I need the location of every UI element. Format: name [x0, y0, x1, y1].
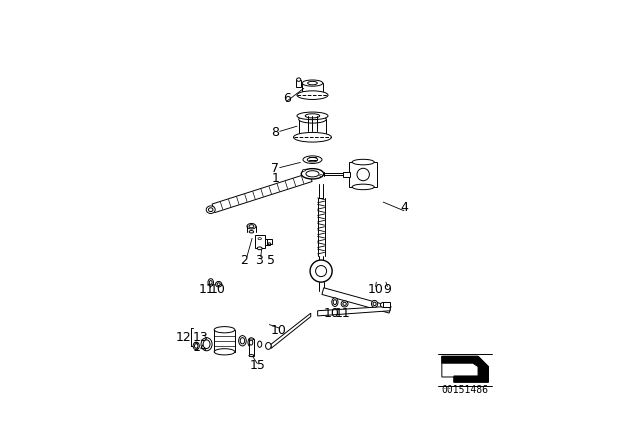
Ellipse shape	[308, 82, 317, 85]
Text: 8: 8	[271, 125, 279, 138]
Text: 10: 10	[210, 283, 225, 296]
Text: 4: 4	[400, 201, 408, 214]
Ellipse shape	[249, 231, 253, 233]
Text: 13: 13	[193, 331, 208, 344]
Text: 10: 10	[271, 324, 287, 337]
Bar	[255, 234, 264, 248]
Ellipse shape	[333, 300, 337, 305]
Ellipse shape	[301, 168, 324, 179]
Bar	[264, 239, 270, 245]
Ellipse shape	[216, 281, 221, 287]
Ellipse shape	[306, 171, 319, 177]
Text: 10: 10	[367, 283, 383, 296]
Ellipse shape	[249, 354, 254, 357]
Ellipse shape	[332, 298, 338, 306]
Circle shape	[357, 168, 369, 181]
Text: 3: 3	[255, 254, 263, 267]
Ellipse shape	[193, 342, 199, 350]
Bar	[296, 80, 301, 87]
Polygon shape	[322, 288, 391, 313]
Ellipse shape	[201, 338, 212, 351]
Bar	[267, 239, 272, 244]
Ellipse shape	[268, 243, 271, 245]
Text: 14: 14	[193, 341, 208, 354]
Bar	[343, 172, 350, 177]
Ellipse shape	[352, 184, 374, 190]
Ellipse shape	[250, 340, 253, 345]
Ellipse shape	[195, 344, 198, 348]
Ellipse shape	[380, 302, 386, 307]
Ellipse shape	[258, 341, 262, 347]
Ellipse shape	[266, 342, 271, 349]
Ellipse shape	[249, 338, 254, 340]
Text: 7: 7	[271, 162, 279, 175]
Ellipse shape	[296, 78, 301, 82]
Ellipse shape	[352, 159, 374, 165]
Ellipse shape	[373, 302, 376, 306]
Ellipse shape	[217, 283, 220, 285]
Circle shape	[316, 266, 326, 276]
Text: 11: 11	[335, 307, 351, 320]
Ellipse shape	[297, 91, 328, 99]
Ellipse shape	[206, 206, 215, 214]
Ellipse shape	[343, 302, 346, 306]
Ellipse shape	[247, 224, 256, 229]
Polygon shape	[212, 173, 312, 212]
Text: 12: 12	[175, 331, 191, 344]
Text: 1: 1	[271, 172, 279, 185]
Polygon shape	[271, 313, 311, 349]
Ellipse shape	[214, 349, 235, 355]
Ellipse shape	[208, 279, 214, 286]
Ellipse shape	[320, 175, 323, 177]
Text: 00151486: 00151486	[442, 385, 488, 395]
Ellipse shape	[341, 301, 348, 307]
Polygon shape	[442, 356, 488, 382]
Ellipse shape	[258, 237, 261, 240]
Ellipse shape	[248, 338, 254, 347]
Text: 10: 10	[323, 307, 339, 320]
Ellipse shape	[302, 80, 323, 86]
Text: 2: 2	[241, 254, 248, 267]
Bar	[383, 302, 390, 307]
Text: 11: 11	[198, 283, 214, 296]
Ellipse shape	[214, 327, 235, 333]
Ellipse shape	[303, 169, 305, 171]
Ellipse shape	[307, 157, 317, 162]
Polygon shape	[317, 306, 390, 316]
Ellipse shape	[299, 116, 326, 123]
Circle shape	[310, 260, 332, 282]
Ellipse shape	[371, 301, 378, 307]
Ellipse shape	[303, 156, 322, 164]
Bar	[349, 162, 377, 187]
Ellipse shape	[249, 225, 254, 228]
Ellipse shape	[239, 336, 246, 346]
Text: 5: 5	[267, 254, 275, 267]
Text: 6: 6	[283, 92, 291, 105]
Ellipse shape	[305, 114, 320, 118]
Ellipse shape	[294, 133, 332, 142]
Ellipse shape	[240, 338, 244, 344]
Ellipse shape	[257, 247, 262, 250]
Bar	[214, 330, 235, 352]
Ellipse shape	[203, 340, 210, 349]
Ellipse shape	[209, 280, 212, 284]
Text: 15: 15	[250, 359, 265, 372]
Polygon shape	[442, 356, 488, 382]
Ellipse shape	[297, 112, 328, 120]
Ellipse shape	[209, 208, 213, 211]
Bar	[249, 339, 254, 356]
Text: 9: 9	[383, 283, 391, 296]
